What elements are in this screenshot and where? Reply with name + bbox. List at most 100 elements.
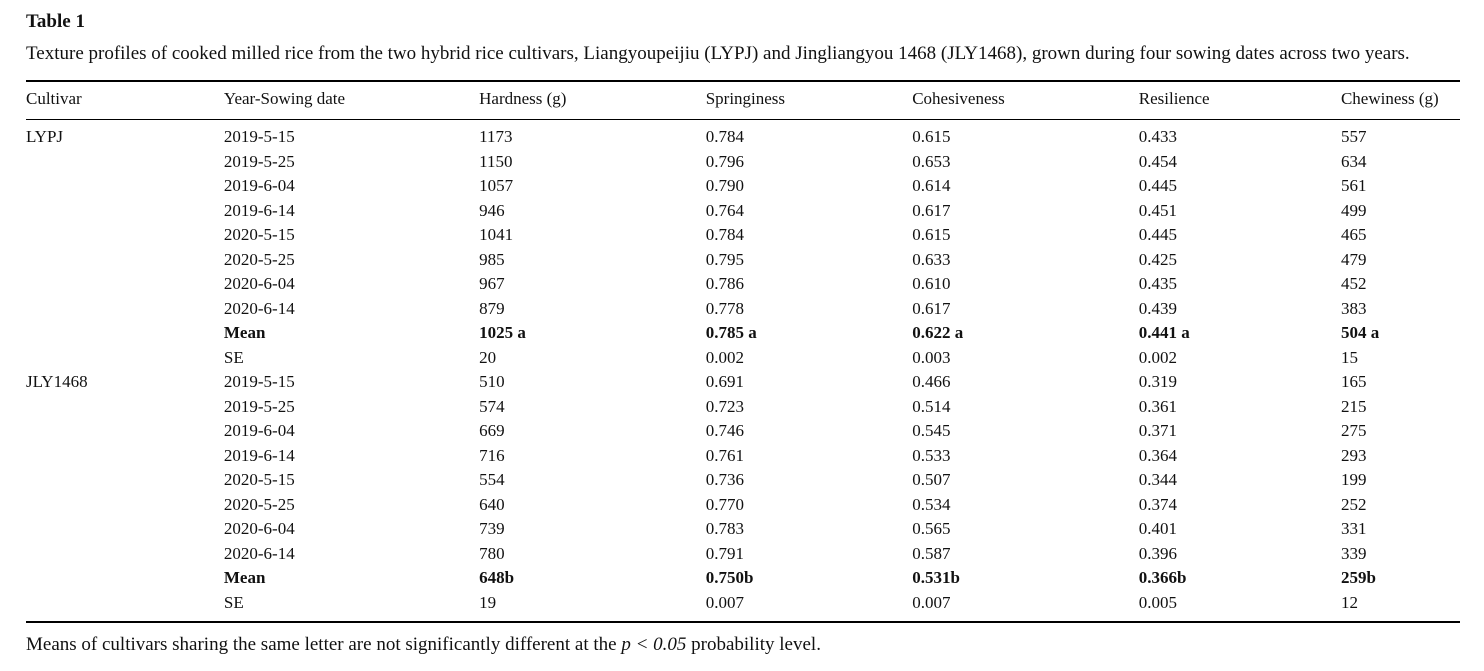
table-row: 2019-5-25 1150 0.796 0.653 0.454 634	[26, 150, 1460, 175]
table-row: 2020-5-15 554 0.736 0.507 0.344 199	[26, 468, 1460, 493]
table-cell	[26, 444, 224, 469]
table-cell: 0.531b	[912, 568, 960, 587]
table-row: 2019-6-04 669 0.746 0.545 0.371 275	[26, 419, 1460, 444]
table-cell	[26, 174, 224, 199]
table-cell: 499	[1340, 200, 1367, 220]
column-header: Cultivar	[26, 81, 224, 120]
table-row: 2020-6-04 967 0.786 0.610 0.435 452	[26, 272, 1460, 297]
table-cell: 0.796	[705, 151, 744, 171]
table-cell: 0.005	[1138, 592, 1177, 612]
table-cell: 0.790	[705, 176, 744, 195]
table-cell	[26, 395, 224, 420]
table-header-row: Cultivar Year-Sowing date Hardness (g) Spri…	[26, 81, 1460, 120]
table-row: 2020-5-15 1041 0.784 0.615 0.445 465	[26, 223, 1460, 248]
table-cell: 0.002	[1138, 347, 1177, 367]
table-cell: 0.691	[705, 372, 744, 391]
table-footnote: Means of cultivars sharing the same lett…	[26, 632, 1460, 658]
table-cell: 252	[1340, 494, 1367, 514]
table-cell: 2019-5-15	[223, 372, 295, 391]
table-cell: JLY1468	[26, 372, 88, 391]
table-cell: 0.435	[1138, 274, 1177, 293]
table-cell: 0.736	[705, 470, 744, 489]
table-cell: 0.445	[1138, 176, 1177, 195]
table-row: Mean 1025 a 0.785 a 0.622 a 0.441 a 504 a	[26, 321, 1460, 346]
column-header: Hardness (g)	[479, 81, 706, 120]
table-cell: 1150	[479, 151, 513, 171]
table-cell: 0.764	[705, 200, 744, 220]
table-cell: 12	[1340, 592, 1358, 612]
table-cell: 2019-6-14	[223, 445, 295, 465]
table-cell: 0.784	[705, 225, 744, 244]
table-cell	[26, 591, 224, 623]
table-cell	[26, 272, 224, 297]
table-cell: 0.610	[912, 274, 951, 293]
footnote-text: Means of cultivars sharing the same lett…	[26, 634, 622, 655]
table-cell: 554	[479, 470, 505, 489]
column-header: Chewiness (g)	[1340, 81, 1460, 120]
table-row: 2019-5-25 574 0.723 0.514 0.361 215	[26, 395, 1460, 420]
table-cell: 0.466	[912, 372, 951, 391]
table-row: SE 20 0.002 0.003 0.002 15	[26, 346, 1460, 371]
table-cell: 574	[479, 396, 505, 416]
table-cell: 967	[479, 274, 505, 293]
table-cell: 479	[1340, 249, 1367, 269]
table-cell: 0.425	[1138, 249, 1177, 269]
table-row: Mean 648b 0.750b 0.531b 0.366b 259b	[26, 566, 1460, 591]
table-cell: 510	[479, 372, 505, 391]
table-cell: 0.653	[912, 151, 951, 171]
table-cell: 0.791	[705, 543, 744, 563]
table-row: JLY1468 2019-5-15 510 0.691 0.466 0.319 165	[26, 370, 1460, 395]
table-cell: 0.533	[912, 445, 951, 465]
column-header: Springiness	[705, 81, 913, 120]
table-cell: 1025 a	[479, 323, 526, 342]
table-cell: 293	[1340, 445, 1367, 465]
table-cell: 0.746	[705, 421, 744, 440]
p-value-text: p < 0.05	[621, 634, 687, 655]
table-cell: 0.786	[705, 274, 744, 293]
table-cell: 2020-6-04	[223, 274, 295, 293]
table-cell: 0.007	[912, 592, 951, 612]
table-cell: SE	[223, 592, 244, 612]
table-cell: 0.545	[912, 421, 951, 440]
table-cell: 780	[479, 543, 505, 563]
table-cell	[26, 566, 224, 591]
table-cell: 165	[1340, 372, 1367, 391]
table-cell: 0.445	[1138, 225, 1177, 244]
table-cell: LYPJ	[26, 127, 64, 146]
table-cell: 383	[1340, 298, 1367, 318]
table-title: Table 1	[26, 11, 85, 32]
table-row: 2020-5-25 640 0.770 0.534 0.374 252	[26, 493, 1460, 518]
table-cell: 716	[479, 445, 505, 465]
table-row: 2020-6-04 739 0.783 0.565 0.401 331	[26, 517, 1460, 542]
table-cell: 2020-5-15	[223, 225, 295, 244]
table-cell	[26, 493, 224, 518]
table-cell	[26, 199, 224, 224]
table-cell: SE	[223, 347, 244, 367]
table-cell: 2020-5-25	[223, 249, 295, 269]
table-cell: 275	[1340, 421, 1367, 440]
table-cell: 0.633	[912, 249, 951, 269]
table-cell: 0.507	[912, 470, 951, 489]
table-cell: 2020-6-04	[223, 519, 295, 538]
table-cell: 0.617	[912, 298, 951, 318]
table-cell: 0.587	[912, 543, 951, 563]
table-cell: 0.622 a	[912, 323, 964, 342]
table-cell: 0.344	[1138, 470, 1177, 489]
table-cell	[26, 542, 224, 567]
table-cell: 0.778	[705, 298, 744, 318]
table-cell: 331	[1340, 519, 1367, 538]
table-cell: Mean	[223, 323, 266, 342]
table-cell: 0.361	[1138, 396, 1177, 416]
table-cell: 946	[479, 200, 505, 220]
table-cell: 0.401	[1138, 519, 1177, 538]
table-cell: 0.454	[1138, 151, 1177, 171]
table-cell: 557	[1340, 127, 1367, 146]
table-cell: 0.319	[1138, 372, 1177, 391]
table-cell: 2019-5-25	[223, 396, 295, 416]
table-row: 2019-6-04 1057 0.790 0.614 0.445 561	[26, 174, 1460, 199]
table-cell: 985	[479, 249, 505, 269]
table-cell: 2020-5-25	[223, 494, 295, 514]
table-cell: 0.783	[705, 519, 744, 538]
column-header: Year-Sowing date	[223, 81, 480, 120]
footnote-text-end: probability level.	[686, 634, 821, 655]
